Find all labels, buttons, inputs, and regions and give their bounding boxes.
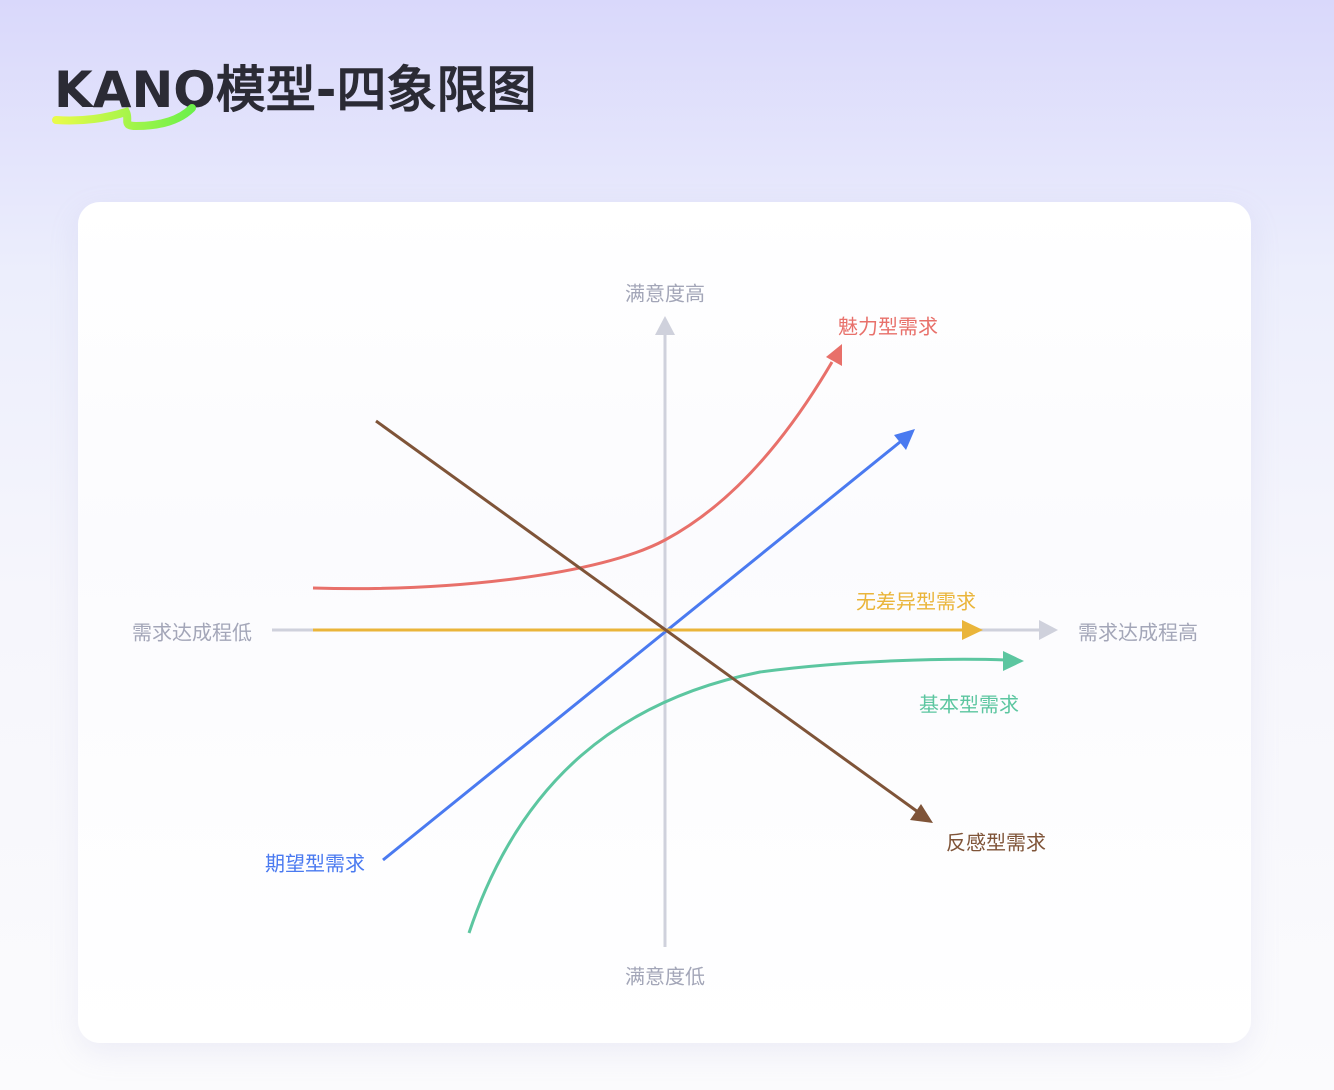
- label-reverse: 反感型需求: [946, 830, 1046, 855]
- x-axis-left-label: 需求达成程低: [132, 620, 252, 645]
- curve-indifferent-arrow-icon: [962, 620, 983, 640]
- curve-must-be: [467, 657, 1007, 934]
- x-axis-right-label: 需求达成程高: [1078, 620, 1198, 645]
- y-axis-arrow-icon: [655, 316, 675, 335]
- curve-must-be-arrow-icon: [1003, 651, 1024, 671]
- curve-performance: [382, 440, 901, 862]
- page-title: KANO模型-四象限图: [54, 61, 537, 119]
- x-axis-arrow-icon: [1039, 620, 1058, 640]
- curve-reverse: [375, 419, 919, 814]
- label-performance: 期望型需求: [265, 851, 365, 876]
- y-axis-top-label: 满意度高: [625, 281, 705, 306]
- title-underline-squiggle: [52, 104, 196, 131]
- curve-attractive-arrow-icon: [826, 344, 842, 366]
- label-indifferent: 无差异型需求: [856, 589, 976, 614]
- curve-attractive: [312, 361, 834, 591]
- label-must-be: 基本型需求: [919, 692, 1019, 717]
- curve-reverse-arrow-icon: [910, 804, 933, 823]
- label-attractive: 魅力型需求: [838, 314, 938, 339]
- y-axis-bottom-label: 满意度低: [625, 964, 705, 989]
- curve-performance-arrow-icon: [894, 429, 915, 450]
